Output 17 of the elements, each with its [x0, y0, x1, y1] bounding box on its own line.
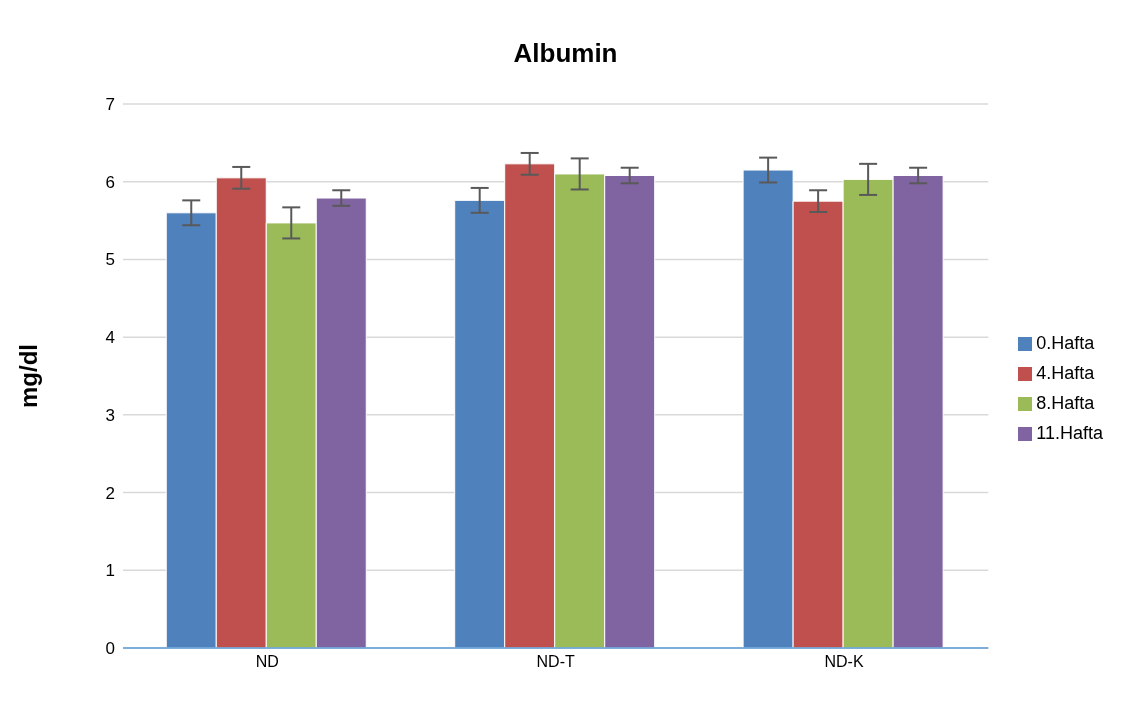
- x-tick-label: ND-K: [824, 653, 864, 671]
- x-tick-label: ND-T: [536, 653, 575, 671]
- y-tick-label: 7: [105, 95, 115, 115]
- y-tick-label: 6: [105, 172, 115, 192]
- y-tick-label: 2: [105, 483, 115, 503]
- x-tick-label: ND: [255, 653, 279, 671]
- legend-label: 8.Hafta: [1036, 393, 1095, 413]
- y-tick-label: 0: [105, 639, 115, 659]
- legend-label: 4.Hafta: [1036, 363, 1095, 383]
- legend-label: 0.Hafta: [1036, 333, 1095, 353]
- y-tick-label: 4: [105, 328, 115, 348]
- y-tick-label: 5: [105, 250, 115, 270]
- y-tick-label: 1: [105, 561, 115, 581]
- legend-label: 11.Hafta: [1036, 423, 1103, 443]
- y-axis-title: mg/dl: [14, 344, 42, 408]
- y-tick-label: 3: [105, 405, 115, 425]
- chart-title: Albumin: [512, 37, 619, 70]
